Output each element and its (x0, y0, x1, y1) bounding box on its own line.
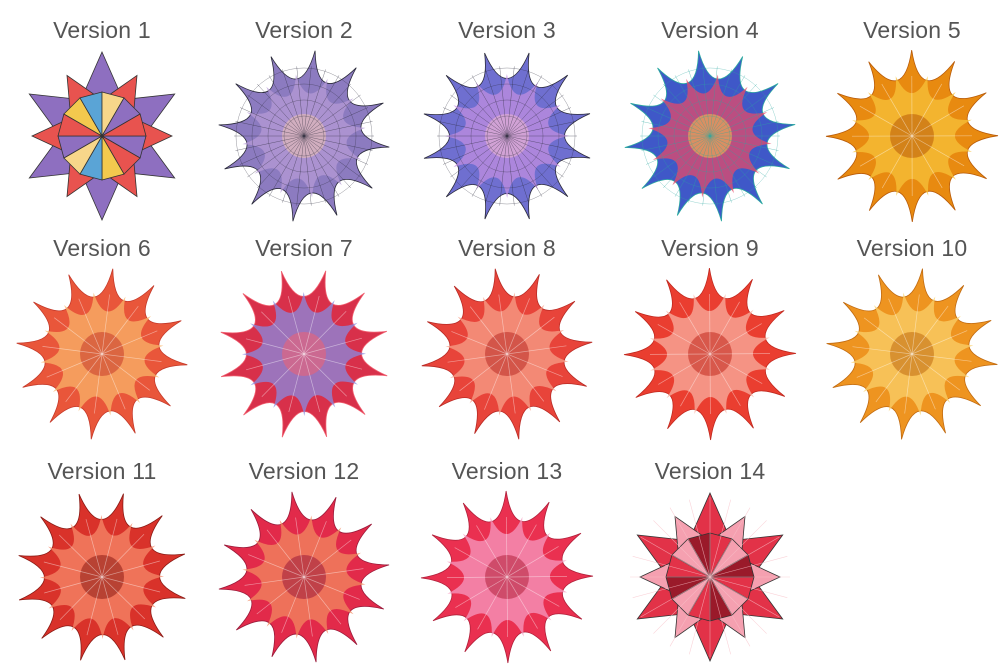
spikey-pink-icon (420, 490, 594, 664)
spikey-red-icon (623, 267, 797, 441)
version-cell: Version 7 (204, 220, 404, 442)
version-cell: Version 13 (407, 443, 607, 665)
stellated-polyhedron-icon (28, 51, 176, 221)
version-label: Version 6 (53, 235, 151, 261)
version-label: Version 5 (863, 17, 961, 43)
version-cell: Version 14 (610, 443, 810, 665)
spikey-multicolor-icon (624, 50, 796, 222)
version-cell: Version 8 (407, 220, 607, 442)
version-cell: Version 12 (204, 443, 404, 665)
version-label: Version 10 (856, 235, 968, 261)
spikey-mesh-icon (423, 52, 591, 220)
version-label: Version 7 (255, 235, 353, 261)
version-label: Version 1 (53, 17, 151, 43)
version-cell: Version 3 (407, 2, 607, 224)
spikey-rose-icon (218, 491, 390, 663)
spikey-magenta-icon (220, 270, 388, 438)
spikey-amber-icon (826, 268, 998, 440)
version-label: Version 12 (248, 458, 360, 484)
stellated-pink-icon (630, 492, 790, 662)
version-label: Version 3 (458, 17, 556, 43)
spikey-orange-icon (825, 49, 999, 223)
version-label: Version 14 (654, 458, 766, 484)
spikey-crimson-icon (18, 493, 186, 661)
version-cell: Version 11 (2, 443, 202, 665)
spikey-coral-icon (16, 268, 188, 440)
version-label: Version 9 (661, 235, 759, 261)
version-label: Version 4 (661, 17, 759, 43)
version-label: Version 2 (255, 17, 353, 43)
version-cell: Version 9 (610, 220, 810, 442)
version-label: Version 8 (458, 235, 556, 261)
version-cell: Version 5 (812, 2, 1000, 224)
version-cell: Version 10 (812, 220, 1000, 442)
version-cell: Version 6 (2, 220, 202, 442)
version-cell: Version 4 (610, 2, 810, 224)
version-cell: Version 2 (204, 2, 404, 224)
version-label: Version 13 (451, 458, 563, 484)
version-label: Version 11 (47, 458, 157, 484)
version-cell: Version 1 (2, 2, 202, 224)
spikey-mesh-icon (218, 50, 390, 222)
spikey-red-icon (421, 268, 593, 440)
